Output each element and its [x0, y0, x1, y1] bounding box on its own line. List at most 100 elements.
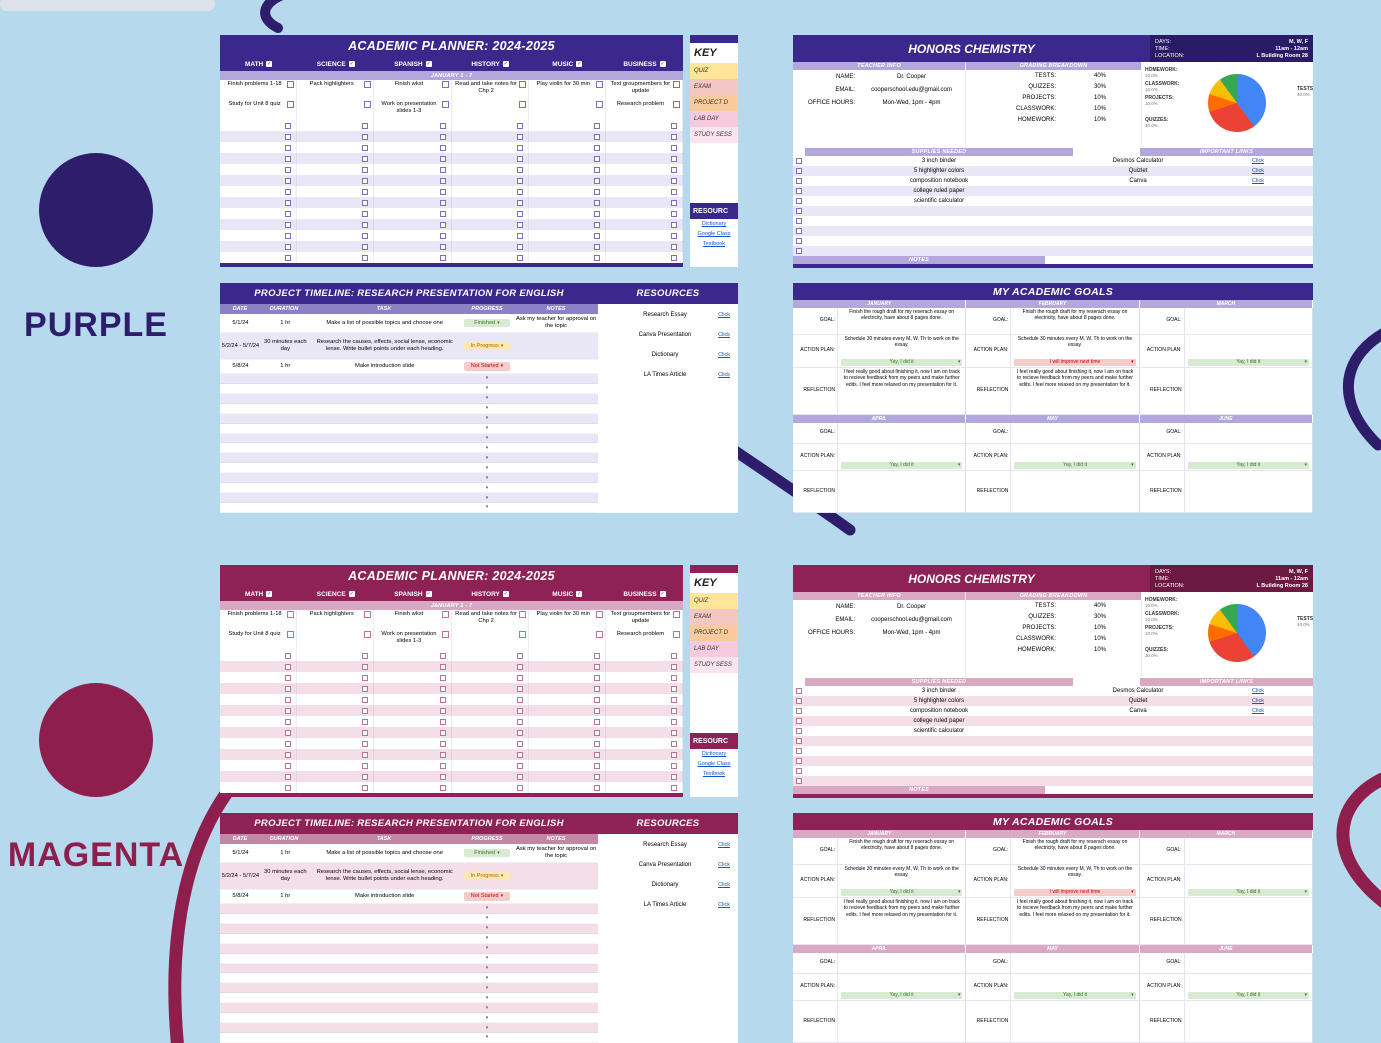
supply-checkbox[interactable] [796, 238, 802, 244]
task-checkbox[interactable] [516, 729, 523, 736]
task-checkbox[interactable] [516, 210, 523, 217]
task-checkbox[interactable] [287, 611, 295, 618]
status-dropdown[interactable]: Yay, I did it ▾ [1014, 992, 1136, 999]
progress-dropdown-arrow[interactable]: ▾ [485, 454, 489, 461]
task-checkbox[interactable] [285, 232, 292, 239]
task-checkbox[interactable] [593, 773, 600, 780]
progress-dropdown-arrow[interactable]: ▾ [485, 974, 489, 981]
task-checkbox[interactable] [671, 166, 678, 173]
supply-checkbox[interactable] [796, 178, 802, 184]
supply-checkbox[interactable] [796, 738, 802, 744]
task-checkbox[interactable] [593, 740, 600, 747]
task-checkbox[interactable] [439, 166, 446, 173]
supply-checkbox[interactable] [796, 748, 802, 754]
task-checkbox[interactable] [439, 221, 446, 228]
task-checkbox[interactable] [285, 133, 292, 140]
task-checkbox[interactable] [364, 611, 372, 618]
progress-dropdown-arrow[interactable]: ▾ [485, 1024, 489, 1031]
task-checkbox[interactable] [285, 751, 292, 758]
task-checkbox[interactable] [671, 133, 678, 140]
resource-link-textbook[interactable]: Textbook [702, 771, 725, 777]
task-checkbox[interactable] [362, 762, 369, 769]
important-link[interactable]: Click [1252, 158, 1264, 164]
task-checkbox[interactable] [671, 155, 678, 162]
task-checkbox[interactable] [362, 221, 369, 228]
task-checkbox[interactable] [516, 188, 523, 195]
task-checkbox[interactable] [516, 254, 523, 261]
task-checkbox[interactable] [673, 101, 681, 108]
task-checkbox[interactable] [593, 696, 600, 703]
task-checkbox[interactable] [671, 740, 678, 747]
status-dropdown[interactable]: Yay, I did it ▾ [841, 462, 963, 469]
status-dropdown[interactable]: Yay, I did it ▾ [841, 889, 963, 896]
progress-dropdown-arrow[interactable]: ▾ [485, 964, 489, 971]
task-checkbox[interactable] [362, 718, 369, 725]
task-checkbox[interactable] [518, 101, 526, 108]
task-checkbox[interactable] [439, 177, 446, 184]
task-checkbox[interactable] [287, 81, 295, 88]
task-checkbox[interactable] [593, 674, 600, 681]
task-checkbox[interactable] [364, 101, 372, 108]
supply-checkbox[interactable] [796, 248, 802, 254]
task-checkbox[interactable] [671, 762, 678, 769]
supply-checkbox[interactable] [796, 198, 802, 204]
resource-link-google-classroom[interactable]: Google Class [697, 231, 731, 237]
task-checkbox[interactable] [516, 232, 523, 239]
status-dropdown[interactable]: I will improve next time ▾ [1014, 889, 1136, 896]
task-checkbox[interactable] [362, 254, 369, 261]
task-checkbox[interactable] [362, 155, 369, 162]
important-link[interactable]: Click [1252, 688, 1264, 694]
task-checkbox[interactable] [362, 243, 369, 250]
task-checkbox[interactable] [362, 188, 369, 195]
task-checkbox[interactable] [516, 751, 523, 758]
task-checkbox[interactable] [516, 773, 523, 780]
task-checkbox[interactable] [595, 101, 603, 108]
resource-click-link[interactable]: Click [718, 332, 730, 338]
supply-checkbox[interactable] [796, 158, 802, 164]
progress-dropdown-arrow[interactable]: ▾ [485, 955, 489, 962]
supply-checkbox[interactable] [796, 228, 802, 234]
task-checkbox[interactable] [518, 81, 526, 88]
task-checkbox[interactable] [516, 762, 523, 769]
task-checkbox[interactable] [593, 122, 600, 129]
supply-checkbox[interactable] [796, 718, 802, 724]
task-checkbox[interactable] [362, 199, 369, 206]
status-dropdown[interactable]: Yay, I did it ▾ [1187, 992, 1309, 999]
checked-checkbox-icon[interactable]: ✓ [502, 591, 509, 597]
task-checkbox[interactable] [287, 101, 295, 108]
task-checkbox[interactable] [362, 210, 369, 217]
task-checkbox[interactable] [516, 696, 523, 703]
task-checkbox[interactable] [362, 674, 369, 681]
task-checkbox[interactable] [285, 685, 292, 692]
task-checkbox[interactable] [595, 631, 603, 638]
task-checkbox[interactable] [441, 101, 449, 108]
status-dropdown[interactable]: Yay, I did it ▾ [841, 359, 963, 366]
task-checkbox[interactable] [439, 133, 446, 140]
task-checkbox[interactable] [439, 685, 446, 692]
progress-dropdown-arrow[interactable]: ▾ [485, 925, 489, 932]
progress-dropdown-arrow[interactable]: ▾ [485, 935, 489, 942]
resource-click-link[interactable]: Click [718, 882, 730, 888]
task-checkbox[interactable] [671, 122, 678, 129]
checked-checkbox-icon[interactable]: ✓ [502, 61, 509, 67]
supply-checkbox[interactable] [796, 708, 802, 714]
task-checkbox[interactable] [439, 696, 446, 703]
status-dropdown[interactable]: Yay, I did it ▾ [1014, 462, 1136, 469]
task-checkbox[interactable] [593, 166, 600, 173]
progress-dropdown-arrow[interactable]: ▾ [485, 434, 489, 441]
checked-checkbox-icon[interactable]: ✓ [425, 61, 432, 67]
status-dropdown[interactable]: Yay, I did it ▾ [1187, 359, 1309, 366]
progress-dropdown-arrow[interactable]: ▾ [485, 444, 489, 451]
supply-checkbox[interactable] [796, 728, 802, 734]
task-checkbox[interactable] [671, 243, 678, 250]
task-checkbox[interactable] [671, 707, 678, 714]
checked-checkbox-icon[interactable]: ✓ [659, 591, 666, 597]
task-checkbox[interactable] [593, 729, 600, 736]
progress-dropdown-arrow[interactable]: ▾ [485, 415, 489, 422]
task-checkbox[interactable] [516, 221, 523, 228]
task-checkbox[interactable] [439, 254, 446, 261]
task-checkbox[interactable] [593, 221, 600, 228]
task-checkbox[interactable] [671, 144, 678, 151]
task-checkbox[interactable] [439, 199, 446, 206]
status-dropdown[interactable]: Yay, I did it ▾ [841, 992, 963, 999]
